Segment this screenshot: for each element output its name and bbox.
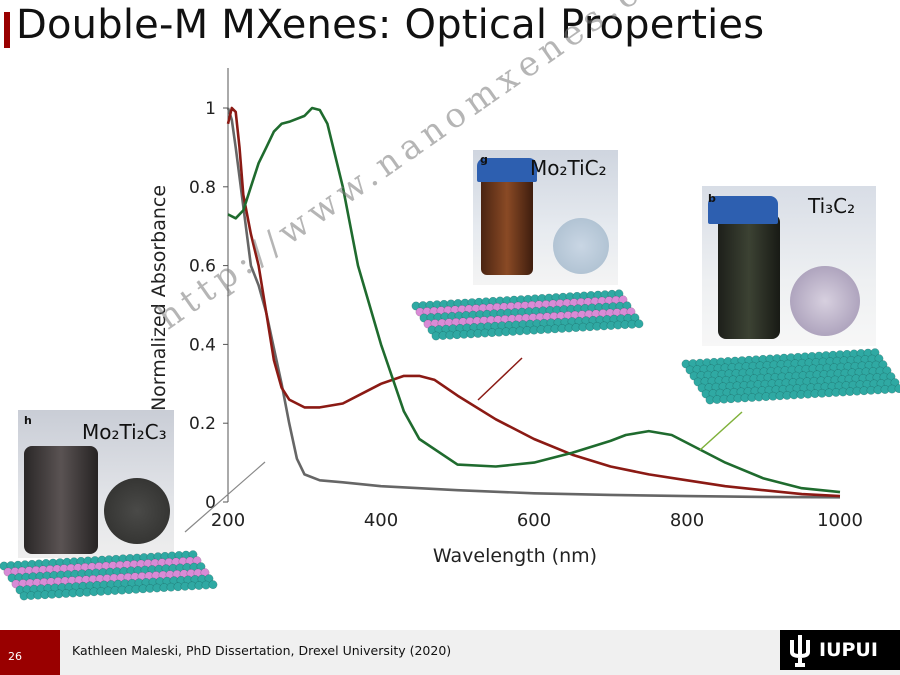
photo-ti3c2: [702, 186, 876, 346]
atom: [634, 319, 644, 329]
x-tick-label: 800: [670, 510, 704, 531]
panel-letter-g: g: [480, 153, 488, 166]
x-tick-label: 400: [364, 510, 398, 531]
leader-line-ti3c2: [699, 411, 743, 451]
y-tick-label: 0.6: [189, 257, 216, 277]
leader-line-mo2ti2c3: [184, 461, 266, 533]
panel-letter-b: b: [708, 192, 716, 205]
y-axis-label: Normalized Absorbance: [148, 185, 170, 411]
photo-mo2tic2: [473, 150, 618, 285]
vial-cap: [477, 158, 537, 182]
structure-ti3c2: [681, 348, 900, 405]
vial-mo2ti2c3: [24, 446, 98, 554]
slide-title: Double-M MXenes: Optical Properties: [16, 2, 765, 48]
y-tick-label: 1: [205, 99, 216, 119]
x-tick-label: 1000: [817, 510, 863, 531]
trident-logo-icon: [790, 635, 810, 667]
x-axis-label: Wavelength (nm): [433, 545, 597, 567]
structure-mo2ti2c3: [0, 550, 218, 601]
y-tick-label: 0.2: [189, 414, 216, 434]
panel-label-mo2tic2: Mo₂TiC₂: [530, 156, 607, 180]
structure-mo2tic2: [411, 289, 644, 341]
footer-accent: [0, 630, 60, 675]
film-disc-mo2tic2: [553, 218, 609, 274]
photo-mo2ti2c3: [18, 410, 174, 558]
page-number: 26: [8, 650, 22, 663]
film-disc-mo2ti2c3: [104, 478, 170, 544]
university-logo: IUPUI: [780, 630, 900, 670]
series-line-ti3c2: [227, 106, 841, 494]
panel-letter-h: h: [24, 414, 32, 427]
chart-lines: [184, 106, 841, 533]
atom: [894, 384, 900, 394]
footer-bar: [0, 630, 900, 675]
film-disc-ti3c2: [790, 266, 860, 336]
y-tick-label: 0.4: [189, 335, 216, 355]
x-tick-label: 600: [517, 510, 551, 531]
vial-mo2tic2: [481, 175, 533, 275]
series-line-mo2ti2c3: [226, 107, 841, 499]
y-tick-label: 0.8: [189, 178, 216, 198]
panel-label-ti3c2: Ti₃C₂: [808, 194, 856, 218]
title-accent-bar: [4, 12, 10, 48]
vial-ti3c2: [718, 214, 780, 339]
leader-line-mo2tic2: [477, 357, 523, 401]
atom: [208, 580, 218, 590]
series-line-mo2tic2: [226, 106, 841, 498]
chart-axes: 0 0.2 0.4 0.6 0.8 1 200 400 600 800 1000: [189, 68, 863, 531]
citation-text: Kathleen Maleski, PhD Dissertation, Drex…: [72, 643, 452, 658]
vial-cap: [708, 196, 778, 224]
logo-text: IUPUI: [819, 639, 878, 661]
y-tick-label: 0: [205, 493, 216, 513]
panel-label-mo2ti2c3: Mo₂Ti₂C₃: [82, 420, 167, 444]
x-tick-label: 200: [211, 510, 245, 531]
